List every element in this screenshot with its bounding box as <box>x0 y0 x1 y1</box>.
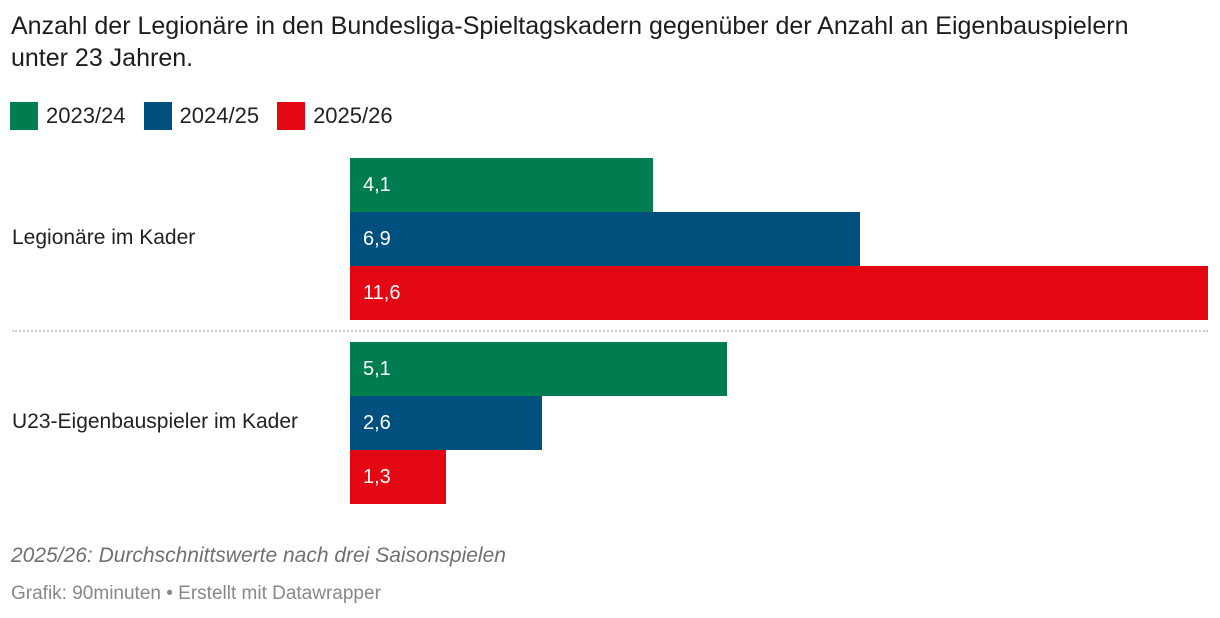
bar <box>350 158 654 212</box>
legend: 2023/24 2024/25 2025/26 <box>10 102 393 130</box>
bar <box>350 450 447 504</box>
legend-item: 2024/25 <box>143 102 260 130</box>
chart-notes: 2025/26: Durchschnittswerte nach drei Sa… <box>11 544 506 567</box>
legend-swatch <box>10 102 38 130</box>
legend-item: 2025/26 <box>277 102 393 130</box>
bar-value-label: 6,9 <box>363 228 391 250</box>
legend-label: 2025/26 <box>313 103 393 128</box>
bar-value-label: 5,1 <box>363 358 391 380</box>
chart-credit: Grafik: 90minuten • Erstellt mit Datawra… <box>11 583 381 604</box>
bar-value-label: 1,3 <box>363 466 391 488</box>
bar <box>350 396 543 450</box>
bar-value-label: 4,1 <box>363 174 391 196</box>
chart-title: Anzahl der Legionäre in den Bundesliga-S… <box>11 12 1129 72</box>
legend-item: 2023/24 <box>10 102 126 130</box>
bar <box>350 212 861 266</box>
legend-label: 2023/24 <box>46 103 126 128</box>
bar-value-label: 2,6 <box>363 412 391 434</box>
legend-swatch <box>143 102 172 130</box>
bar <box>350 266 1208 320</box>
legend-swatch <box>277 102 306 130</box>
group-divider <box>12 330 1208 332</box>
legend-label: 2024/25 <box>179 103 260 128</box>
bar <box>350 342 728 396</box>
bar-value-label: 11,6 <box>363 282 401 304</box>
category-label: Legionäre im Kader <box>12 226 196 249</box>
category-label: U23-Eigenbauspieler im Kader <box>12 410 298 433</box>
